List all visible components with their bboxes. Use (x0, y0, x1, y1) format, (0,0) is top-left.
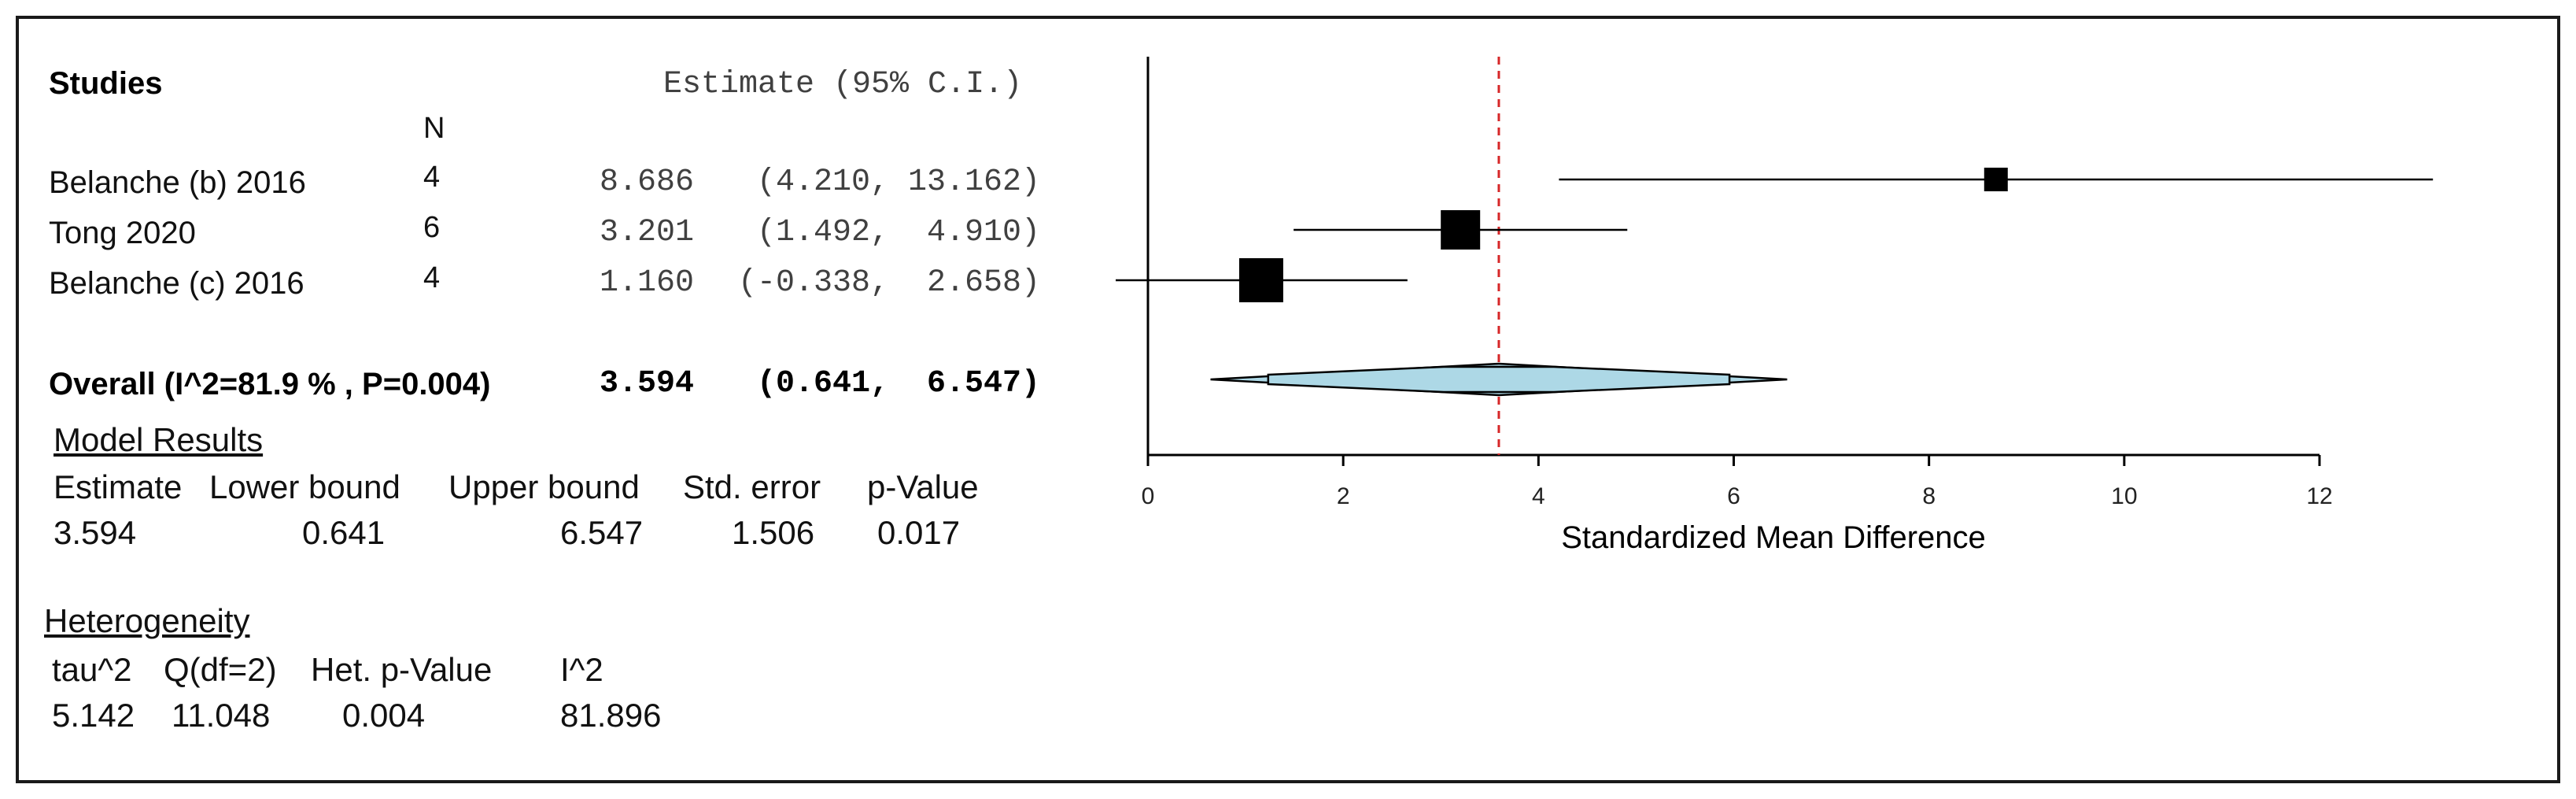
overall-estimate: 3.594 (600, 366, 695, 401)
heterogeneity-title: Heterogeneity (44, 602, 250, 639)
studies-header: Studies (49, 66, 163, 101)
heterogeneity-header-q: Q(df=2) (164, 651, 277, 688)
overall-ci: (0.641, 6.547) (757, 366, 1041, 401)
study-estimate-row-1: 8.686 (600, 165, 695, 200)
x-tick-label-10: 10 (2111, 483, 2137, 509)
x-tick-label-2: 2 (1337, 483, 1350, 509)
overall-diamond-core (1267, 365, 1731, 394)
n-header: N (423, 112, 445, 145)
heterogeneity-value-i2: 81.896 (560, 697, 662, 734)
study-n-row-3: 4 (423, 261, 441, 294)
heterogeneity-header-tau2: tau^2 (52, 651, 132, 688)
model-results-header-pvalue: p-Value (867, 468, 979, 505)
overall-label: Overall (I^2=81.9 % , P=0.004) (49, 367, 491, 401)
heterogeneity-value-q: 11.048 (172, 697, 271, 734)
heterogeneity-header-pvalue: Het. p-Value (311, 651, 493, 688)
model-results-value-pvalue: 0.017 (877, 514, 961, 551)
study-ci-row-1: (4.210, 13.162) (757, 165, 1041, 200)
model-results-value-estimate: 3.594 (54, 514, 137, 551)
x-axis-label: Standardized Mean Difference (1561, 520, 1986, 555)
heterogeneity-value-tau2: 5.142 (52, 697, 135, 734)
figure-frame (16, 16, 2560, 783)
x-tick-label-12: 12 (2306, 483, 2332, 509)
model-results-header-upper: Upper bound (448, 468, 640, 505)
heterogeneity-value-pvalue: 0.004 (342, 697, 426, 734)
model-results-header-se: Std. error (683, 468, 821, 505)
study-estimate-row-2: 3.201 (600, 215, 695, 250)
study-name-row-3: Belanche (c) 2016 (49, 266, 304, 301)
x-tick-label-8: 8 (1922, 483, 1936, 509)
model-results-value-se: 1.506 (732, 514, 815, 551)
study-n-row-1: 4 (423, 161, 441, 194)
model-results-header-estimate: Estimate (54, 468, 183, 505)
model-results-header-lower: Lower bound (209, 468, 400, 505)
x-tick-label-6: 6 (1727, 483, 1740, 509)
study-estimate-row-3: 1.160 (600, 265, 695, 301)
model-results-value-upper: 6.547 (560, 514, 644, 551)
study-n-row-2: 6 (423, 211, 441, 244)
point-estimate-study-3 (1238, 258, 1283, 302)
study-ci-row-3: (-0.338, 2.658) (738, 265, 1041, 301)
model-results-value-lower: 0.641 (302, 514, 386, 551)
estimate-header: Estimate (95% C.I.) (663, 67, 1023, 102)
model-results-title: Model Results (54, 421, 264, 458)
heterogeneity-header-i2: I^2 (560, 651, 603, 688)
point-estimate-study-1 (1984, 168, 2008, 191)
study-name-row-1: Belanche (b) 2016 (49, 165, 306, 200)
study-name-row-2: Tong 2020 (49, 216, 196, 250)
study-ci-row-2: (1.492, 4.910) (757, 215, 1041, 250)
point-estimate-study-2 (1441, 210, 1481, 250)
x-tick-label-4: 4 (1532, 483, 1545, 509)
x-tick-label-0: 0 (1142, 483, 1155, 509)
